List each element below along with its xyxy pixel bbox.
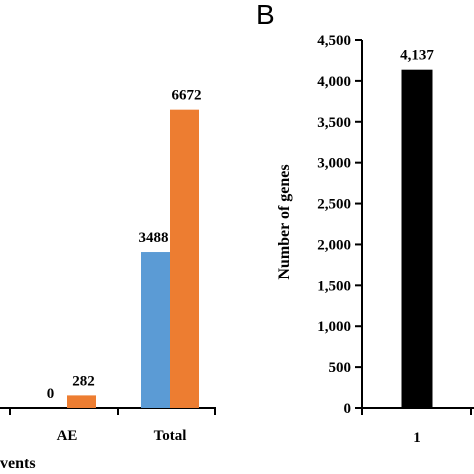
chart-panel-a: 0 282 3488 6672 AE Total vents xyxy=(0,88,216,472)
y-tick-label-2,000: 2,000 xyxy=(317,237,351,253)
bar-total-series-2 xyxy=(170,109,199,408)
panel-a-data-labels: 0 282 3488 6672 xyxy=(47,88,202,402)
y-tick-label-4,000: 4,000 xyxy=(317,74,351,90)
panel-a-category-total: Total xyxy=(154,428,187,444)
panel-b-category-1: 1 xyxy=(413,430,421,446)
panel-b-label: B xyxy=(256,0,275,30)
panel-a-x-axis-title: vents xyxy=(0,455,36,472)
bar-category-1 xyxy=(401,69,433,408)
y-tick-label-3,000: 3,000 xyxy=(317,156,351,172)
panel-a-bars xyxy=(67,109,199,408)
panel-b-bars xyxy=(401,69,433,408)
y-tick-label-4,500: 4,500 xyxy=(317,33,351,49)
panel-b-x-tick-marks xyxy=(361,408,472,415)
panel-b-y-ticks: 0 500 1,000 1,500 2,000 2,500 3,000 3,500 4,000 4… xyxy=(317,33,362,417)
y-tick-label-500: 500 xyxy=(329,360,352,376)
y-tick-label-0: 0 xyxy=(344,401,352,417)
data-label-total-series-2: 6672 xyxy=(172,88,202,104)
bar-total-series-1 xyxy=(141,252,170,408)
y-tick-label-2,500: 2,500 xyxy=(317,197,351,213)
data-label-ae-series-2: 282 xyxy=(72,373,95,389)
y-tick-label-1,500: 1,500 xyxy=(317,278,351,294)
panel-b-y-axis-title: Number of genes xyxy=(276,164,293,279)
panel-a-category-ae: AE xyxy=(57,428,78,444)
y-tick-label-1,000: 1,000 xyxy=(317,319,351,335)
panel-a-x-tick-marks xyxy=(9,408,216,415)
data-label-total-series-1: 3488 xyxy=(139,230,169,246)
chart-panel-b: B 0 500 1,000 1,500 2,000 2,500 3,000 3,500 4,00… xyxy=(256,0,474,446)
data-label-ae-series-1: 0 xyxy=(47,386,55,402)
y-tick-label-3,500: 3,500 xyxy=(317,115,351,131)
data-label-category-1: 4,137 xyxy=(400,48,434,64)
bar-ae-series-2 xyxy=(67,395,96,408)
panel-b-data-labels: 4,137 xyxy=(400,48,434,64)
